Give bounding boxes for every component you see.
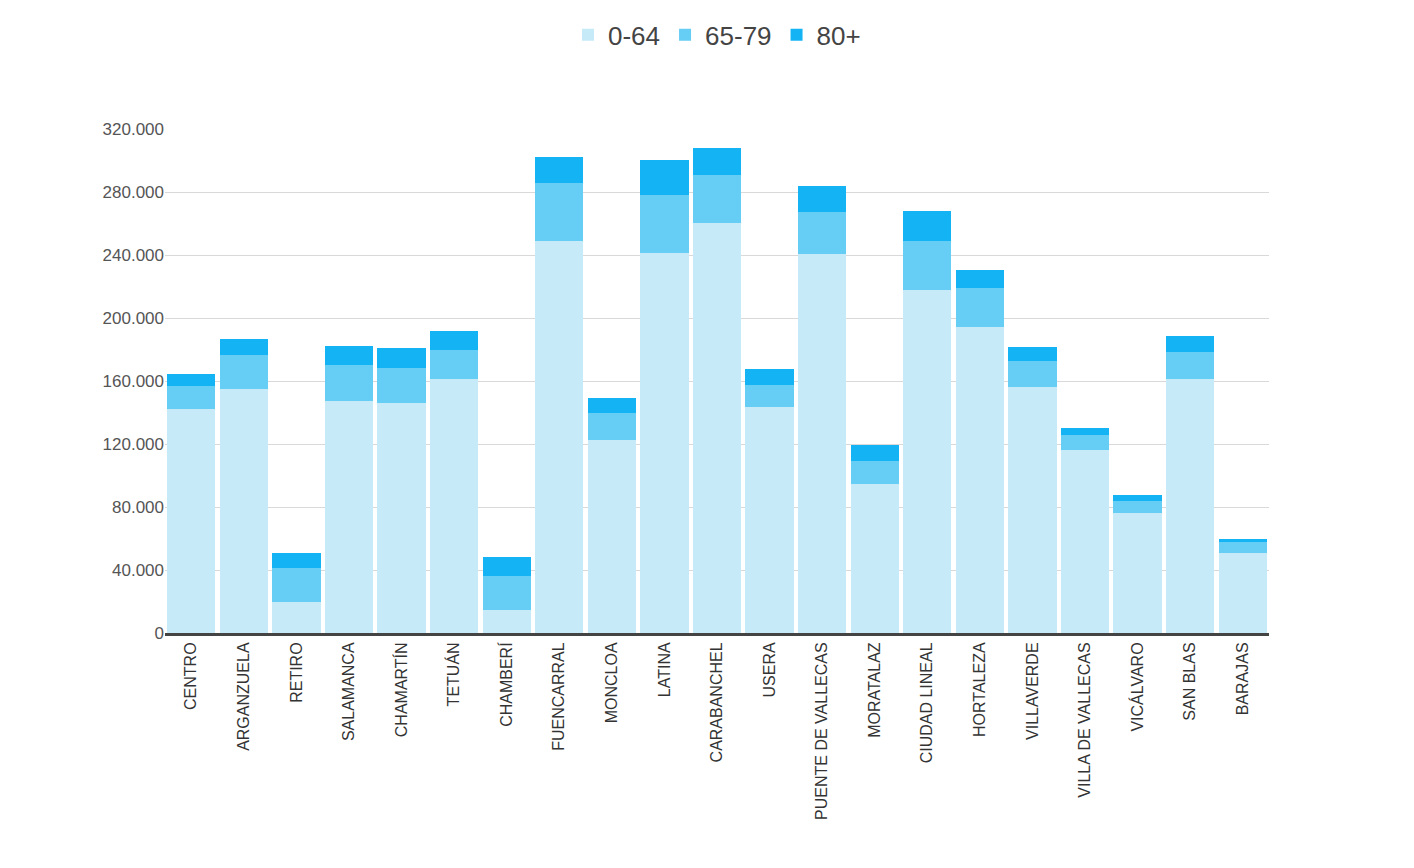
svg-text:CIUDAD LINEAL: CIUDAD LINEAL bbox=[918, 642, 935, 763]
svg-text:ARGANZUELA: ARGANZUELA bbox=[235, 642, 252, 751]
svg-text:CHAMARTÍN: CHAMARTÍN bbox=[392, 642, 410, 737]
svg-text:RETIRO: RETIRO bbox=[288, 642, 305, 702]
svg-text:240.000: 240.000 bbox=[103, 246, 164, 265]
svg-text:0: 0 bbox=[155, 624, 164, 643]
svg-text:65-79: 65-79 bbox=[705, 21, 772, 51]
svg-text:VICÁLVARO: VICÁLVARO bbox=[1128, 642, 1146, 731]
svg-text:CENTRO: CENTRO bbox=[182, 642, 199, 710]
svg-text:160.000: 160.000 bbox=[103, 372, 164, 391]
svg-text:CHAMBERÍ: CHAMBERÍ bbox=[497, 642, 515, 727]
svg-text:80+: 80+ bbox=[817, 21, 861, 51]
svg-text:320.000: 320.000 bbox=[103, 120, 164, 139]
svg-text:MONCLOA: MONCLOA bbox=[603, 642, 620, 723]
svg-text:PUENTE DE VALLECAS: PUENTE DE VALLECAS bbox=[813, 642, 830, 820]
svg-text:BARAJAS: BARAJAS bbox=[1234, 642, 1251, 715]
svg-text:LATINA: LATINA bbox=[656, 642, 673, 697]
svg-text:120.000: 120.000 bbox=[103, 435, 164, 454]
svg-text:FUENCARRAL: FUENCARRAL bbox=[550, 642, 567, 751]
svg-text:0-64: 0-64 bbox=[608, 21, 660, 51]
svg-text:TETUÁN: TETUÁN bbox=[444, 642, 462, 706]
svg-text:USERA: USERA bbox=[761, 642, 778, 697]
svg-text:280.000: 280.000 bbox=[103, 183, 164, 202]
svg-text:SAN BLAS: SAN BLAS bbox=[1181, 642, 1198, 720]
svg-text:HORTALEZA: HORTALEZA bbox=[971, 642, 988, 737]
svg-text:VILLA DE VALLECAS: VILLA DE VALLECAS bbox=[1076, 642, 1093, 797]
svg-text:80.000: 80.000 bbox=[112, 498, 164, 517]
svg-text:SALAMANCA: SALAMANCA bbox=[340, 642, 357, 741]
svg-text:MORATALAZ: MORATALAZ bbox=[866, 642, 883, 738]
svg-text:40.000: 40.000 bbox=[112, 561, 164, 580]
svg-text:CARABANCHEL: CARABANCHEL bbox=[708, 642, 725, 762]
svg-text:VILLAVERDE: VILLAVERDE bbox=[1024, 642, 1041, 740]
svg-text:200.000: 200.000 bbox=[103, 309, 164, 328]
